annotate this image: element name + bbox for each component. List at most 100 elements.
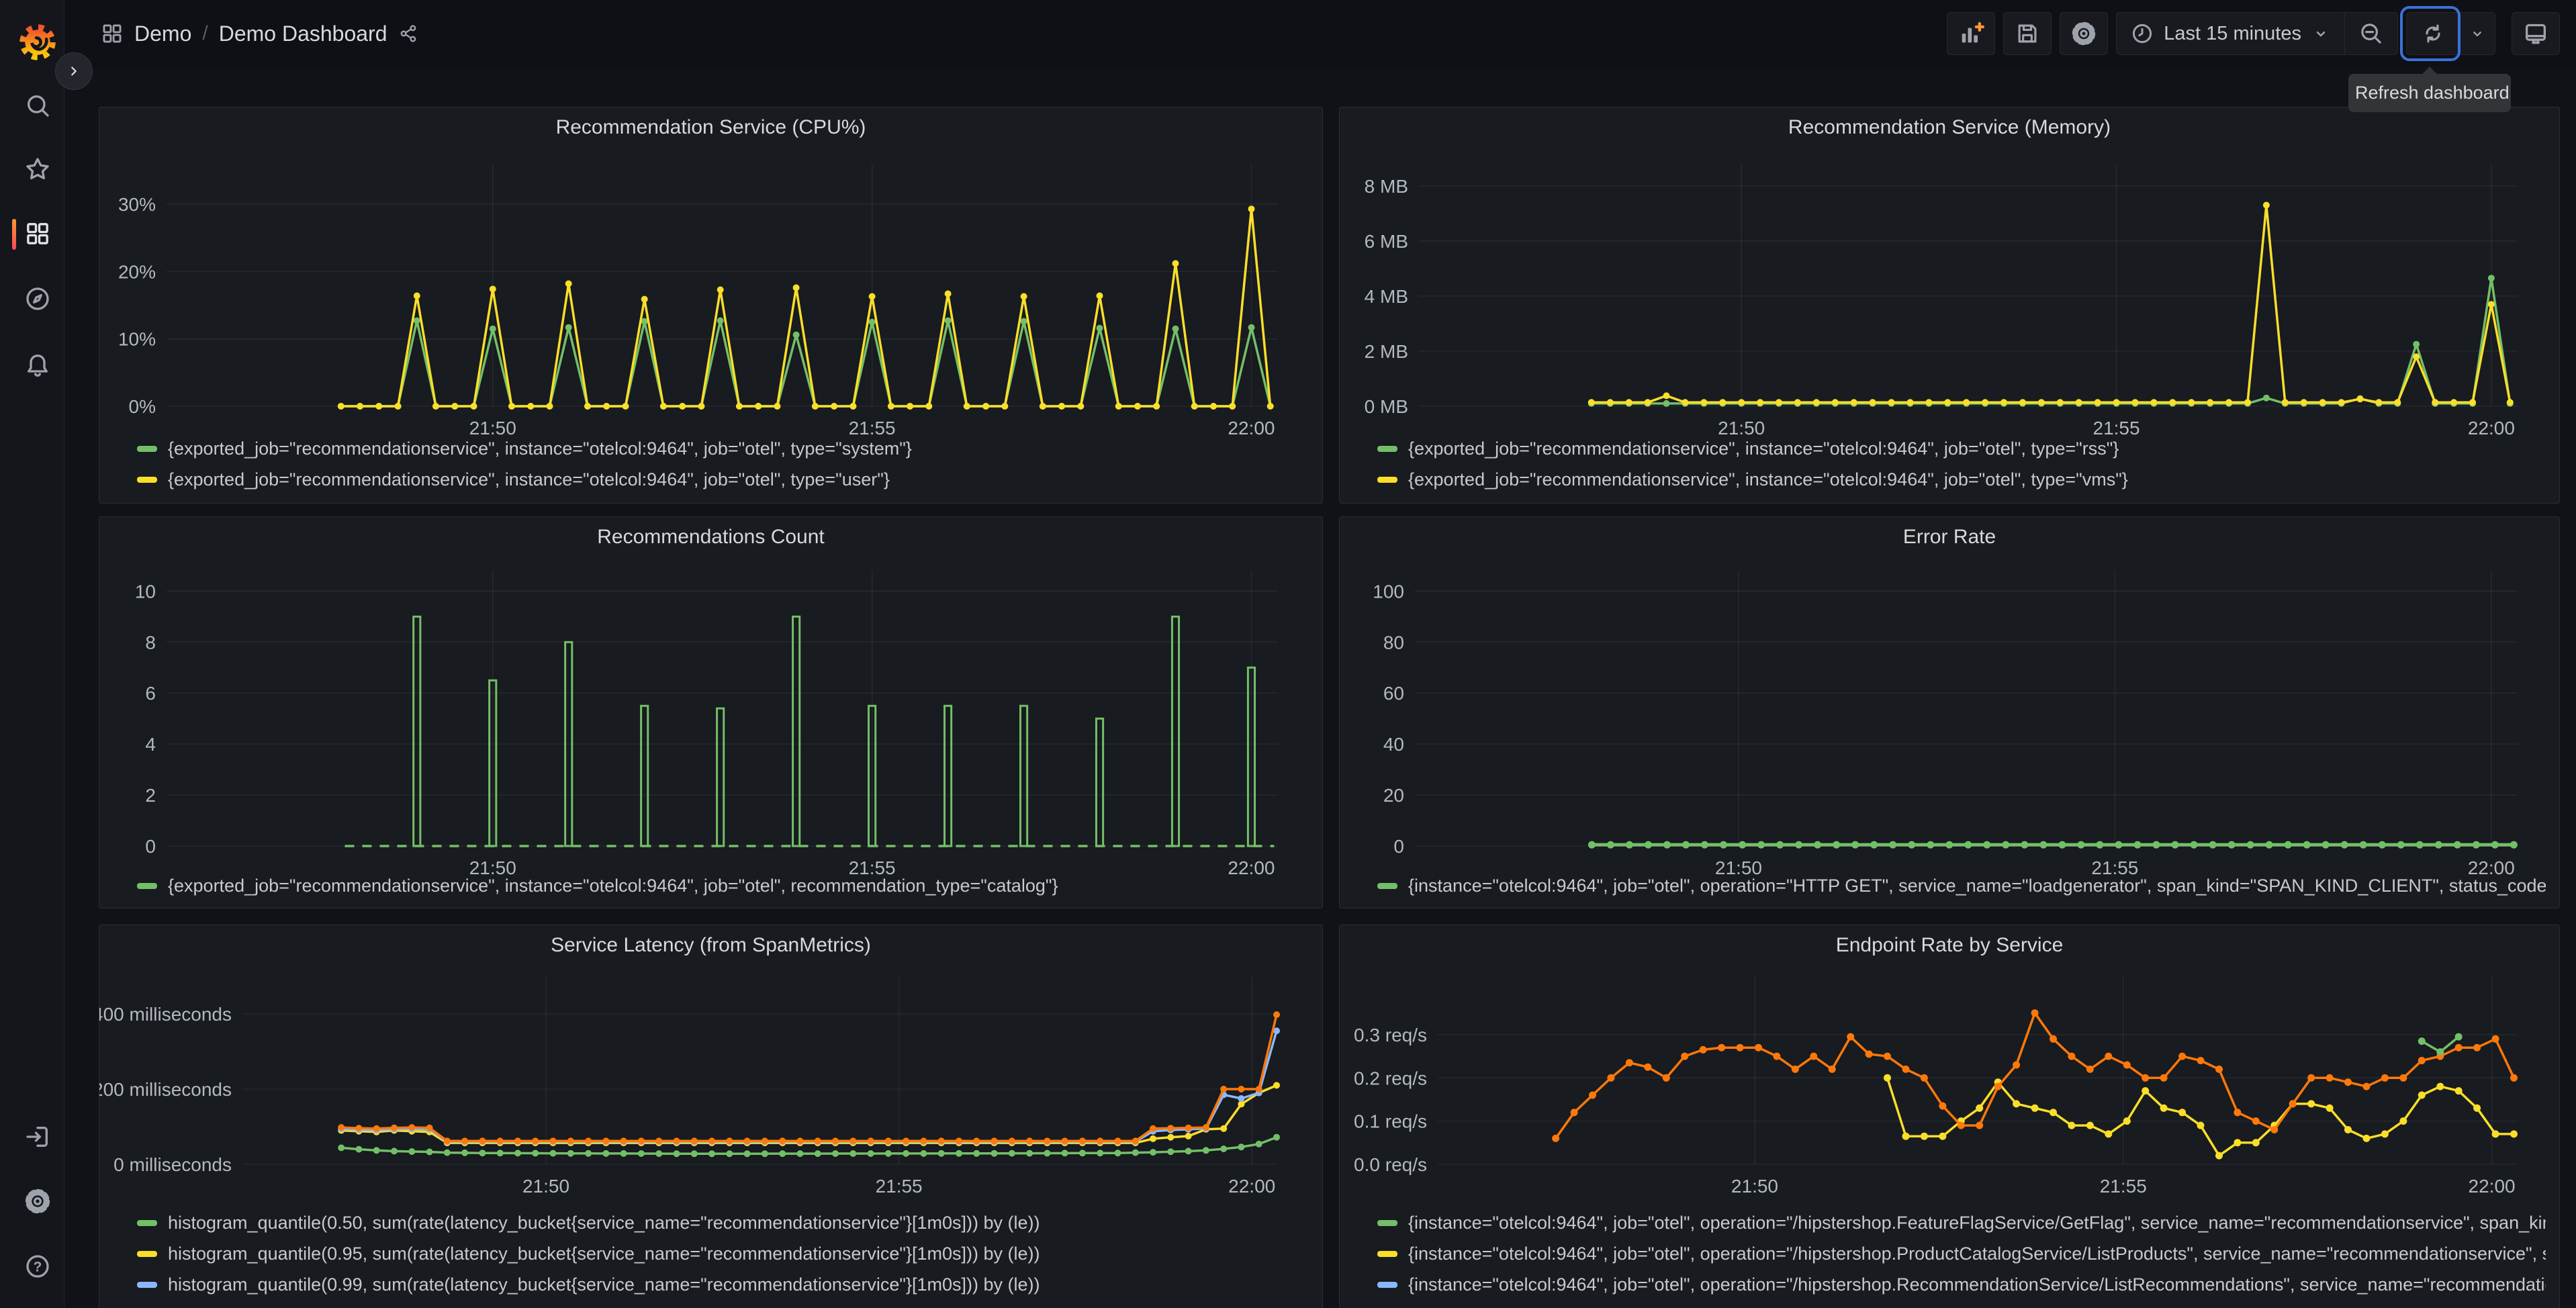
chart-recommendations-count[interactable]: 0 2 4 6 8 10 21:50 21:55 22:00 <box>99 557 1322 878</box>
panel-memory: Recommendation Service (Memory) 0 MB 2 MB… <box>1339 107 2560 504</box>
svg-text:22:00: 22:00 <box>1228 857 1275 878</box>
legend-swatch <box>1377 1281 1397 1288</box>
legend-swatch <box>1377 1219 1397 1226</box>
svg-text:0.0 req/s: 0.0 req/s <box>1354 1154 1427 1175</box>
add-panel-button[interactable] <box>1947 12 1996 55</box>
svg-text:21:50: 21:50 <box>469 418 516 438</box>
svg-text:0%: 0% <box>129 396 156 417</box>
zoom-out-button[interactable] <box>2344 13 2397 54</box>
chart-memory[interactable]: 0 MB 2 MB 4 MB 6 MB 8 MB 21:50 21:55 22:00 <box>1340 148 2559 438</box>
legend-item[interactable]: histogram_quantile(0.50, sum(rate(latenc… <box>137 1207 1309 1238</box>
legend-label: {exported_job="recommendationservice", i… <box>1408 469 2128 489</box>
panel-title[interactable]: Service Latency (from SpanMetrics) <box>551 934 871 956</box>
legend-swatch <box>137 1250 157 1257</box>
svg-text:6 MB: 6 MB <box>1365 231 1408 252</box>
search-icon[interactable] <box>24 92 51 119</box>
svg-text:2: 2 <box>145 785 156 806</box>
monitor-icon <box>2526 24 2546 44</box>
svg-text:0 MB: 0 MB <box>1365 396 1408 417</box>
svg-text:0.3 req/s: 0.3 req/s <box>1354 1025 1427 1045</box>
clock-icon <box>2133 24 2152 44</box>
grafana-logo[interactable] <box>17 21 58 62</box>
dashboard-settings-button[interactable] <box>2060 12 2109 55</box>
legend-label: {exported_job="recommendationservice", i… <box>1408 438 2119 459</box>
svg-text:22:00: 22:00 <box>1228 418 1275 438</box>
legend-label: {exported_job="recommendationservice", i… <box>168 469 890 489</box>
legend-label: {instance="otelcol:9464", job="otel", op… <box>1408 1274 2546 1295</box>
save-dashboard-button[interactable] <box>2003 12 2052 55</box>
legend-label: {instance="otelcol:9464", job="otel", op… <box>1408 1305 2546 1308</box>
time-range-label: Last 15 minutes <box>2164 22 2301 44</box>
svg-text:30%: 30% <box>118 194 156 215</box>
svg-text:21:50: 21:50 <box>469 857 516 878</box>
alerting-bell-icon[interactable] <box>24 351 51 378</box>
legend-item[interactable]: {exported_job="recommendationservice", i… <box>137 464 1309 495</box>
legend-item[interactable]: {exported_job="recommendationservice", i… <box>1377 464 2546 495</box>
svg-text:0.2 req/s: 0.2 req/s <box>1354 1068 1427 1088</box>
cycle-view-mode-button[interactable] <box>2512 12 2560 55</box>
explore-compass-icon[interactable] <box>24 285 51 312</box>
legend: histogram_quantile(0.50, sum(rate(latenc… <box>99 1207 1322 1308</box>
svg-text:80: 80 <box>1383 632 1404 653</box>
legend-item[interactable]: {instance="otelcol:9464", job="otel", op… <box>1377 1300 2546 1308</box>
svg-text:0: 0 <box>1393 836 1404 857</box>
breadcrumb-separator: / <box>202 22 208 44</box>
legend-item[interactable]: {instance="otelcol:9464", job="otel", op… <box>1377 1207 2546 1238</box>
topbar: Demo / Demo Dashboard <box>64 0 2576 112</box>
legend-label: {instance="otelcol:9464", job="otel", op… <box>1408 1212 2546 1233</box>
chart-error-rate[interactable]: 0 20 40 60 80 100 21:50 21:55 22:00 <box>1340 557 2559 878</box>
svg-text:4 MB: 4 MB <box>1365 286 1408 307</box>
expand-sidebar-button[interactable] <box>55 52 93 90</box>
legend-swatch <box>137 882 157 889</box>
svg-text:40: 40 <box>1383 734 1404 755</box>
breadcrumb-page[interactable]: Demo Dashboard <box>218 21 387 46</box>
refresh-dashboard-button[interactable] <box>2407 13 2459 54</box>
help-icon[interactable]: ? <box>24 1253 51 1280</box>
legend-item[interactable]: histogram_quantile(0.95, sum(rate(latenc… <box>137 1238 1309 1269</box>
panel-title[interactable]: Endpoint Rate by Service <box>1835 934 2064 956</box>
legend-label: histogram_quantile(0.99, sum(rate(latenc… <box>168 1274 1040 1295</box>
breadcrumb-section[interactable]: Demo <box>134 21 192 46</box>
legend-swatch <box>137 1281 157 1288</box>
legend-item[interactable]: {exported_job="recommendationservice", i… <box>137 870 1309 901</box>
chart-cpu[interactable]: 0% 10% 20% 30% 21:50 21:55 22:00 <box>99 148 1322 438</box>
legend-swatch <box>1377 445 1397 452</box>
legend-item[interactable]: {exported_job="recommendationservice", i… <box>137 433 1309 464</box>
chart-endpoint-rate[interactable]: 0.0 req/s 0.1 req/s 0.2 req/s 0.3 req/s 21:5… <box>1340 966 2559 1207</box>
legend-label: histogram_quantile(0.95, sum(rate(latenc… <box>168 1243 1040 1264</box>
dashboards-icon[interactable] <box>24 220 51 247</box>
legend-item[interactable]: {instance="otelcol:9464", job="otel", op… <box>1377 1238 2546 1269</box>
panel-title[interactable]: Recommendations Count <box>597 526 825 548</box>
refresh-interval-dropdown[interactable] <box>2459 13 2495 54</box>
legend-swatch <box>137 1219 157 1226</box>
legend-item[interactable]: histogram_quantile(0.999, sum(rate(laten… <box>137 1300 1309 1308</box>
sign-in-icon[interactable] <box>24 1123 51 1150</box>
legend-item[interactable]: {exported_job="recommendationservice", i… <box>1377 433 2546 464</box>
svg-text:21:55: 21:55 <box>876 1176 923 1197</box>
svg-text:10%: 10% <box>118 329 156 350</box>
time-range-picker[interactable]: Last 15 minutes <box>2117 13 2344 54</box>
panel-title[interactable]: Recommendation Service (CPU%) <box>555 116 866 138</box>
refresh-sync-icon <box>2426 24 2440 43</box>
share-icon[interactable] <box>398 24 418 44</box>
legend-item[interactable]: histogram_quantile(0.99, sum(rate(latenc… <box>137 1269 1309 1300</box>
legend-label: {instance="otelcol:9464", job="otel", op… <box>1408 1243 2546 1264</box>
legend-item[interactable]: {instance="otelcol:9464", job="otel", op… <box>1377 870 2546 901</box>
svg-text:100: 100 <box>1373 581 1404 602</box>
panel-service-latency: Service Latency (from SpanMetrics) 0 mil… <box>99 925 1323 1308</box>
svg-text:21:50: 21:50 <box>1731 1176 1778 1197</box>
svg-text:0: 0 <box>145 836 156 857</box>
settings-gear-icon[interactable] <box>24 1188 51 1215</box>
svg-text:22:00: 22:00 <box>2468 418 2515 438</box>
panel-cpu: Recommendation Service (CPU%) 0% 10% 20% 30… <box>99 107 1323 504</box>
star-icon[interactable] <box>24 156 51 183</box>
zoom-out-icon <box>2361 24 2381 44</box>
panel-title[interactable]: Error Rate <box>1902 526 1996 548</box>
legend-label: {exported_job="recommendationservice", i… <box>168 438 912 459</box>
legend-item[interactable]: {instance="otelcol:9464", job="otel", op… <box>1377 1269 2546 1300</box>
svg-text:21:55: 21:55 <box>2091 857 2138 878</box>
panel-title[interactable]: Recommendation Service (Memory) <box>1788 116 2111 138</box>
chart-service-latency[interactable]: 0 milliseconds 200 milliseconds 400 millis… <box>99 966 1322 1207</box>
panel-endpoint-rate: Endpoint Rate by Service 0.0 req/s 0.1 re… <box>1339 925 2560 1308</box>
svg-text:21:55: 21:55 <box>849 418 896 438</box>
